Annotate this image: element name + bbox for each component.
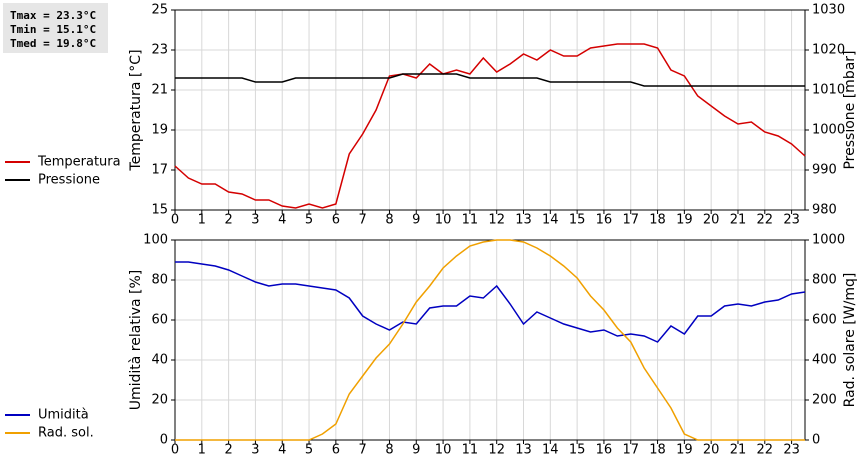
y2-tick-label: 1000 [812, 233, 845, 248]
x-tick-label: 0 [171, 443, 179, 458]
x-tick-label: 9 [412, 443, 420, 458]
x-tick-label: 11 [462, 443, 479, 458]
x-tick-label: 3 [251, 213, 259, 228]
x-tick-label: 10 [435, 213, 452, 228]
x-tick-label: 23 [783, 443, 800, 458]
y-tick-label: 23 [151, 43, 168, 58]
y-tick-label: 21 [151, 83, 168, 98]
x-tick-label: 7 [359, 213, 367, 228]
x-tick-label: 16 [596, 213, 613, 228]
legend-label: Temperatura [37, 155, 121, 170]
x-tick-label: 22 [757, 213, 774, 228]
y2-tick-label: 1030 [812, 3, 845, 18]
x-tick-label: 15 [569, 213, 586, 228]
y2-tick-label: 800 [812, 273, 837, 288]
y2-tick-label: 0 [812, 433, 820, 448]
annotation: Tmax = 23.3°C [10, 9, 96, 22]
plot-frame [174, 9, 806, 211]
y-tick-label: 100 [143, 233, 168, 248]
x-tick-label: 21 [730, 443, 747, 458]
x-tick-label: 4 [278, 213, 286, 228]
x-tick-label: 1 [198, 213, 206, 228]
x-tick-label: 23 [783, 213, 800, 228]
x-tick-label: 5 [305, 443, 313, 458]
x-tick-label: 14 [542, 443, 559, 458]
x-tick-label: 4 [278, 443, 286, 458]
y2-tick-label: 980 [812, 203, 837, 218]
y2-tick-label: 200 [812, 393, 837, 408]
y-axis-label: Temperatura [°C] [128, 49, 144, 171]
x-tick-label: 9 [412, 213, 420, 228]
y2-axis-label: Pressione [mbar] [842, 50, 858, 169]
y2-tick-label: 990 [812, 163, 837, 178]
y2-tick-label: 400 [812, 353, 837, 368]
annotation: Tmin = 15.1°C [10, 23, 96, 36]
x-tick-label: 21 [730, 213, 747, 228]
x-tick-label: 2 [224, 443, 232, 458]
y-axis-label: Umidità relativa [%] [128, 270, 144, 411]
y-tick-label: 20 [151, 393, 168, 408]
annotation: Tmed = 19.8°C [10, 37, 96, 50]
x-tick-label: 10 [435, 443, 452, 458]
series-line [175, 73, 805, 87]
x-tick-label: 19 [676, 443, 693, 458]
series-line [174, 43, 806, 209]
x-tick-label: 5 [305, 213, 313, 228]
y2-tick-label: 600 [812, 313, 837, 328]
x-tick-label: 13 [515, 443, 532, 458]
y-tick-label: 0 [160, 433, 168, 448]
x-tick-label: 13 [515, 213, 532, 228]
x-tick-label: 17 [622, 213, 639, 228]
x-tick-label: 22 [757, 443, 774, 458]
x-tick-label: 6 [332, 213, 340, 228]
series-line [175, 261, 806, 343]
info-box [3, 3, 108, 53]
x-tick-label: 20 [703, 213, 720, 228]
legend-label: Umidità [38, 408, 89, 423]
x-tick-label: 6 [332, 443, 340, 458]
legend-label: Rad. sol. [38, 426, 94, 441]
x-tick-label: 18 [649, 443, 666, 458]
x-tick-label: 7 [359, 443, 367, 458]
x-tick-label: 8 [385, 443, 393, 458]
x-tick-label: 8 [385, 213, 393, 228]
x-tick-label: 14 [542, 213, 559, 228]
y-tick-label: 40 [151, 353, 168, 368]
x-tick-label: 12 [488, 213, 505, 228]
x-tick-label: 19 [676, 213, 693, 228]
y-tick-label: 19 [151, 123, 168, 138]
x-tick-label: 15 [569, 443, 586, 458]
y2-tick-label: 1010 [812, 83, 845, 98]
x-tick-label: 1 [198, 443, 206, 458]
x-tick-label: 17 [622, 443, 639, 458]
x-tick-label: 11 [462, 213, 479, 228]
x-tick-label: 18 [649, 213, 666, 228]
series-line [175, 239, 805, 441]
x-tick-label: 3 [251, 443, 259, 458]
plot-frame [174, 239, 806, 441]
y-tick-label: 15 [151, 203, 168, 218]
x-tick-label: 20 [703, 443, 720, 458]
y-tick-label: 80 [151, 273, 168, 288]
y2-tick-label: 1000 [812, 123, 845, 138]
y-tick-label: 25 [151, 3, 168, 18]
x-tick-label: 0 [171, 213, 179, 228]
legend-label: Pressione [38, 173, 100, 188]
y2-axis-label: Rad. solare [W/mq] [842, 273, 858, 408]
x-tick-label: 12 [488, 443, 505, 458]
y2-tick-label: 1020 [812, 43, 845, 58]
y-tick-label: 60 [151, 313, 168, 328]
x-tick-label: 2 [224, 213, 232, 228]
x-tick-label: 16 [596, 443, 613, 458]
y-tick-label: 17 [151, 163, 168, 178]
